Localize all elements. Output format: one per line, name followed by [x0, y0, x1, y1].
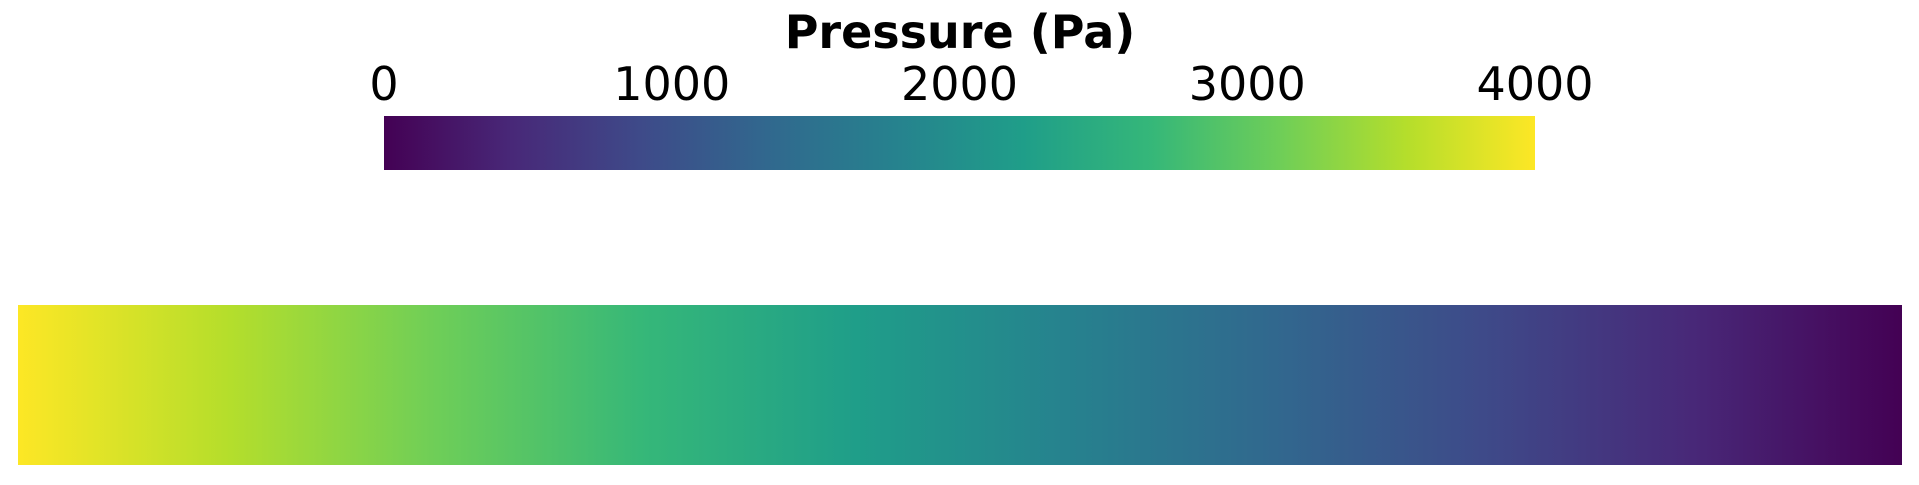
colorbar — [384, 116, 1535, 170]
colorbar-tick-label: 2000 — [901, 57, 1018, 111]
colorbar-tick-label: 1000 — [613, 57, 730, 111]
colorbar-title: Pressure (Pa) — [785, 5, 1136, 59]
pressure-field-strip — [18, 305, 1902, 465]
colorbar-tick-labels: 0 1000 2000 3000 4000 — [369, 57, 1593, 111]
colorbar-tick-label: 4000 — [1476, 57, 1593, 111]
colorbar-tick-label: 0 — [369, 57, 398, 111]
colorbar-tick-label: 3000 — [1189, 57, 1306, 111]
